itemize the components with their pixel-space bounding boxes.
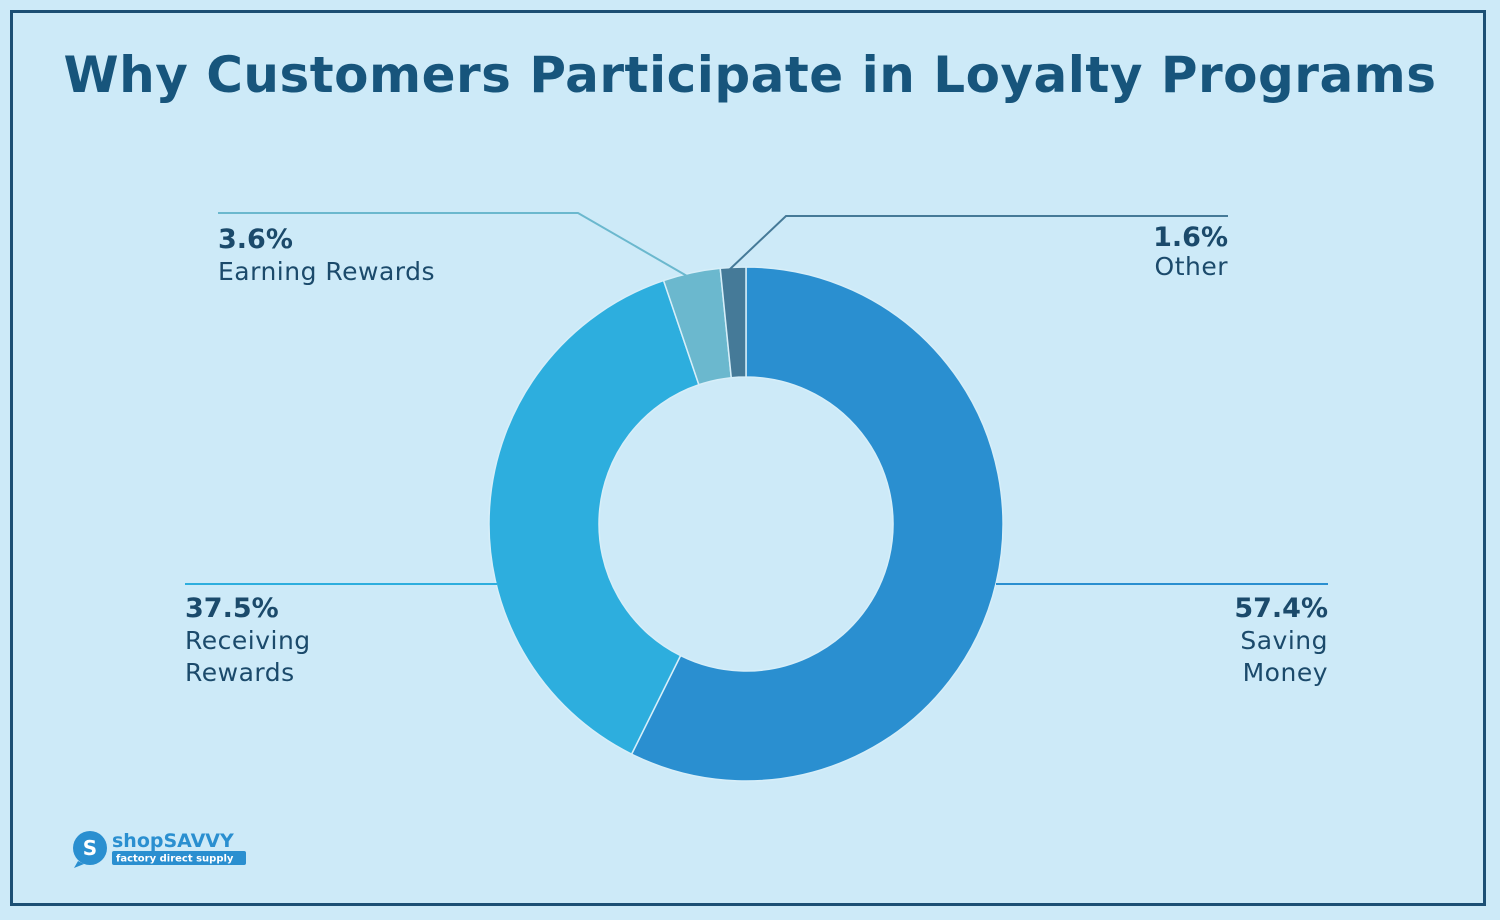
- category-label: Earning Rewards: [218, 257, 436, 286]
- label-earning-rewards: 3.6% Earning Rewards: [218, 224, 435, 288]
- label-saving-money: 57.4% Saving Money: [1100, 593, 1328, 689]
- shopsavvy-logo: S shopSAVVY factory direct supply: [73, 830, 246, 868]
- value-label: 37.5%: [185, 593, 279, 624]
- category-label: Money: [1242, 658, 1328, 687]
- leader-other: [728, 215, 1228, 271]
- logo-icon: [73, 831, 107, 865]
- value-label: 1.6%: [1153, 222, 1228, 253]
- value-label: 57.4%: [1234, 593, 1328, 624]
- category-label: Receiving: [185, 626, 311, 655]
- value-label: 3.6%: [218, 224, 293, 255]
- category-label: Other: [1154, 252, 1228, 281]
- leader-earning-rewards: [218, 212, 688, 277]
- category-label: Saving: [1240, 626, 1328, 655]
- svg-text:S: S: [83, 836, 97, 860]
- slice-receiving-rewards: [488, 279, 700, 756]
- chart-title: Why Customers Participate in Loyalty Pro…: [63, 46, 1437, 104]
- label-receiving-rewards: 37.5% Receiving Rewards: [185, 593, 311, 689]
- logo-wordmark: shopSAVVY: [112, 830, 234, 852]
- chart-frame: [10, 10, 1486, 906]
- logo-tagline: factory direct supply: [116, 854, 234, 865]
- label-other: 1.6% Other: [1000, 222, 1228, 280]
- slice-other: [719, 266, 747, 379]
- category-label: Rewards: [185, 658, 295, 687]
- slice-saving-money: [630, 266, 1004, 782]
